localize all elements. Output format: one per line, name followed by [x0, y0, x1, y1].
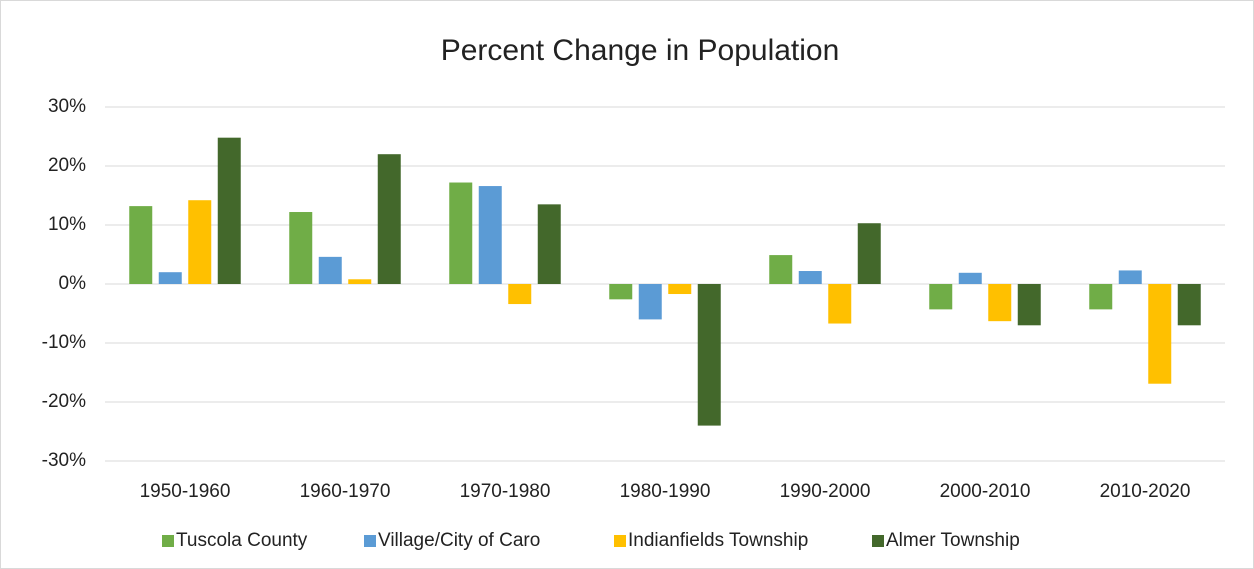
legend-label: Tuscola County: [176, 530, 308, 551]
legend-label: Indianfields Township: [628, 530, 808, 551]
legend-swatch: [614, 535, 626, 547]
bar: [668, 284, 692, 295]
x-tick-label: 1980-1990: [620, 481, 711, 502]
y-tick-label: 10%: [48, 214, 86, 235]
bar: [158, 272, 182, 284]
legend-swatch: [872, 535, 884, 547]
legend-swatch: [162, 535, 174, 547]
x-tick-label: 1960-1970: [300, 481, 391, 502]
x-tick-label: 2000-2010: [940, 481, 1031, 502]
x-tick-label: 2010-2020: [1100, 481, 1191, 502]
x-tick-label: 1950-1960: [140, 481, 231, 502]
bar: [609, 284, 633, 300]
bar: [769, 255, 793, 284]
bar: [929, 284, 953, 310]
bar: [1148, 284, 1172, 384]
legend-label: Almer Township: [886, 530, 1020, 551]
y-tick-label: 0%: [59, 273, 87, 294]
bar: [217, 137, 241, 284]
bar: [798, 271, 822, 284]
legend-swatch: [364, 535, 376, 547]
bar: [537, 204, 561, 284]
bar: [828, 284, 852, 324]
legend-label: Village/City of Caro: [378, 530, 540, 551]
y-tick-label: 30%: [48, 96, 86, 117]
bar: [129, 206, 153, 284]
bar: [857, 223, 881, 284]
bar: [1089, 284, 1113, 310]
bar: [508, 284, 532, 305]
bar: [478, 186, 502, 284]
y-tick-label: -20%: [42, 391, 86, 412]
bar: [958, 272, 982, 284]
bar: [1177, 284, 1201, 326]
bar: [449, 182, 473, 284]
bar: [988, 284, 1012, 322]
bar: [318, 256, 342, 284]
bar: [188, 200, 212, 284]
bar: [1017, 284, 1041, 326]
bar: [289, 212, 313, 284]
chart-title: Percent Change in Population: [441, 34, 840, 67]
y-tick-label: -10%: [42, 332, 86, 353]
bar: [1118, 270, 1142, 284]
bar: [697, 284, 721, 426]
bar: [638, 284, 662, 320]
x-tick-label: 1970-1980: [460, 481, 551, 502]
bar: [377, 154, 401, 284]
y-tick-label: -30%: [42, 450, 86, 471]
bar: [348, 279, 372, 284]
y-tick-label: 20%: [48, 155, 86, 176]
x-tick-label: 1990-2000: [780, 481, 871, 502]
